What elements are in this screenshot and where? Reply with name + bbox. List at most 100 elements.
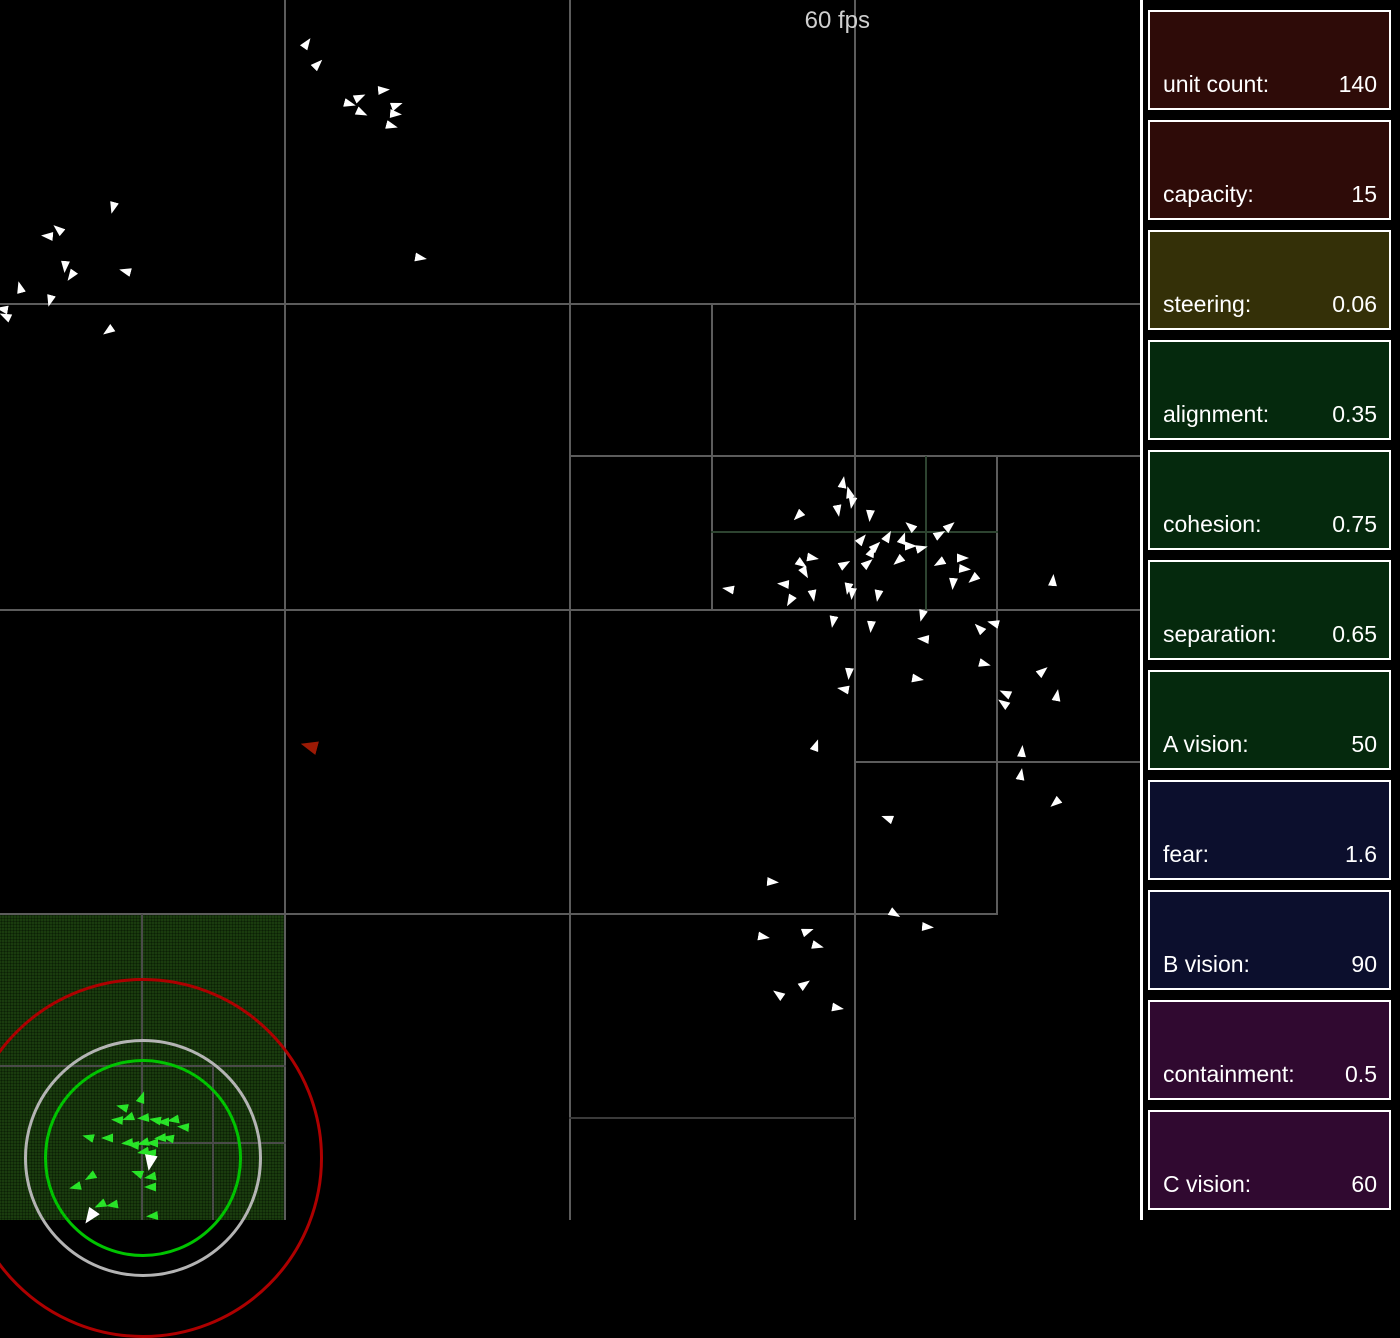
panel-label: C vision: — [1163, 1171, 1252, 1197]
panel-label: A vision: — [1163, 731, 1249, 757]
grid-line — [855, 761, 1140, 763]
boid — [828, 615, 839, 628]
panel-steering[interactable]: steering: 0.06 — [1148, 230, 1391, 330]
boid — [808, 589, 819, 602]
panel-label: steering: — [1163, 291, 1252, 317]
panel-label: capacity: — [1163, 181, 1254, 207]
grid-line — [569, 455, 1140, 457]
panel-value: 15 — [1351, 181, 1377, 207]
boid — [917, 634, 930, 644]
boid — [64, 269, 78, 284]
boid — [831, 1003, 844, 1014]
grid-line — [996, 455, 998, 915]
panel-unit-count[interactable]: unit count: 140 — [1148, 10, 1391, 110]
panel-value: 0.35 — [1332, 401, 1377, 427]
boid — [838, 475, 849, 488]
boid — [101, 324, 116, 338]
grid-line — [0, 913, 997, 915]
panel-label: fear: — [1163, 841, 1210, 867]
panel-value: 0.06 — [1332, 291, 1377, 317]
boid — [833, 504, 844, 517]
boid — [806, 553, 819, 564]
boid — [957, 553, 969, 563]
panel-value: 0.5 — [1345, 1061, 1377, 1087]
panel-value: 1.6 — [1345, 841, 1377, 867]
parameter-sidebar: unit count: 140 capacity: 15 steering: 0.06 al… — [1140, 0, 1400, 1220]
boid — [948, 578, 958, 591]
boid — [905, 541, 917, 551]
boid — [866, 621, 876, 634]
boid — [721, 584, 734, 595]
boid — [14, 280, 26, 294]
panel-separation[interactable]: separation: 0.65 — [1148, 560, 1391, 660]
boid — [836, 684, 849, 695]
boid — [838, 557, 853, 571]
boid — [880, 812, 894, 825]
vision-circle — [44, 1059, 242, 1257]
boid — [118, 265, 132, 277]
panel-a-vision[interactable]: A vision: 50 — [1148, 670, 1391, 770]
panel-cohesion[interactable]: cohesion: 0.75 — [1148, 450, 1391, 550]
panel-fear[interactable]: fear: 1.6 — [1148, 780, 1391, 880]
boid — [891, 554, 906, 569]
boid — [355, 106, 370, 119]
panel-label: B vision: — [1163, 951, 1250, 977]
boid — [922, 922, 935, 932]
boid — [1036, 664, 1051, 679]
fps-counter: 60 fps — [804, 7, 870, 34]
boid — [911, 674, 924, 685]
boid — [966, 572, 981, 587]
boid — [798, 566, 812, 581]
boid — [801, 925, 815, 938]
panel-label: alignment: — [1163, 401, 1270, 427]
grid-line — [0, 303, 1140, 305]
boid — [865, 510, 875, 523]
boid — [844, 668, 854, 681]
boid — [390, 99, 404, 112]
boid — [916, 609, 928, 623]
boid — [1016, 767, 1027, 780]
grid-line — [569, 1117, 855, 1119]
panel-b-vision[interactable]: B vision: 90 — [1148, 890, 1391, 990]
boid — [771, 987, 786, 1001]
boid — [353, 90, 368, 103]
panel-value: 0.75 — [1332, 511, 1377, 537]
boid — [1048, 574, 1058, 587]
boid — [390, 109, 403, 119]
boid — [311, 57, 326, 72]
panel-label: containment: — [1163, 1061, 1295, 1087]
grid-line — [925, 456, 927, 610]
boid — [299, 737, 319, 755]
boid — [767, 877, 780, 887]
boid — [972, 621, 987, 636]
boid — [978, 658, 992, 670]
boid — [44, 294, 56, 308]
boid — [1048, 796, 1063, 811]
boid — [932, 556, 947, 570]
boid — [798, 977, 813, 991]
panel-c-vision[interactable]: C vision: 60 — [1148, 1110, 1391, 1210]
boid — [757, 932, 770, 943]
sim-canvas[interactable]: 60 fps — [0, 0, 1140, 1338]
boid — [385, 120, 399, 132]
boid — [998, 686, 1013, 699]
panel-alignment[interactable]: alignment: 0.35 — [1148, 340, 1391, 440]
boid — [1052, 688, 1063, 701]
boid — [873, 589, 884, 602]
boid — [783, 594, 797, 609]
panel-label: cohesion: — [1163, 511, 1262, 537]
panel-capacity[interactable]: capacity: 15 — [1148, 120, 1391, 220]
boid — [855, 532, 870, 547]
boid — [378, 85, 391, 95]
panel-containment[interactable]: containment: 0.5 — [1148, 1000, 1391, 1100]
boid — [811, 940, 825, 952]
panel-value: 140 — [1338, 71, 1377, 97]
grid-line — [711, 531, 998, 533]
boid — [300, 36, 314, 51]
boid — [777, 579, 790, 589]
panel-value: 90 — [1351, 951, 1377, 977]
boid — [0, 304, 9, 315]
panel-value: 0.65 — [1332, 621, 1377, 647]
boid — [791, 509, 806, 524]
boid — [41, 231, 54, 241]
